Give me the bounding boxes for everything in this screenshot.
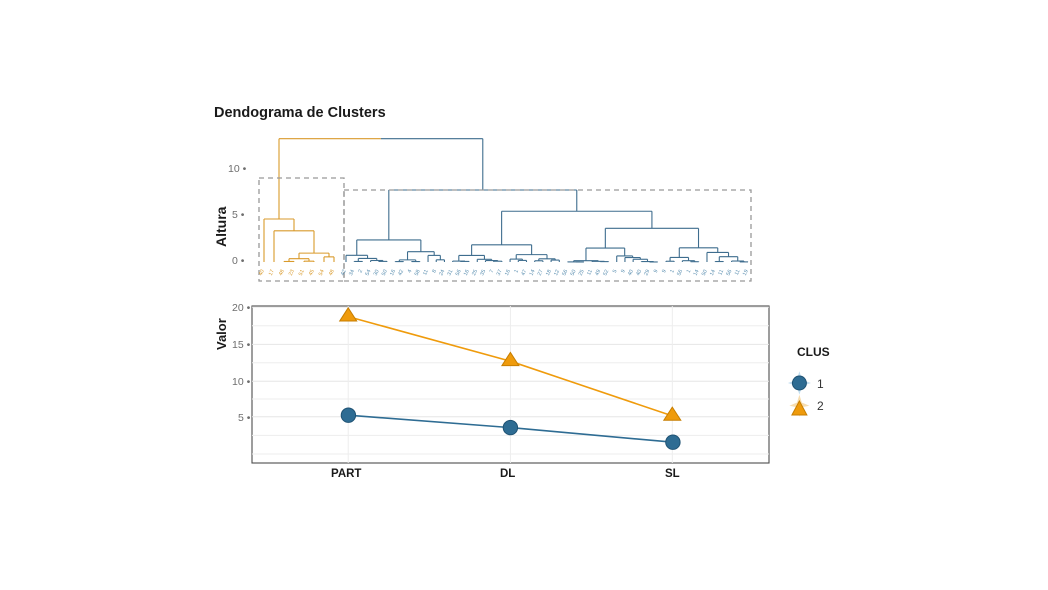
svg-text:54: 54 [364,269,372,277]
svg-text:49: 49 [594,269,602,277]
svg-text:40: 40 [258,269,266,277]
svg-text:16: 16 [504,269,512,277]
svg-text:7: 7 [489,269,496,274]
svg-text:52: 52 [602,269,610,277]
svg-text:47: 47 [520,269,528,277]
svg-text:4: 4 [407,269,414,274]
svg-text:14: 14 [693,269,701,277]
svg-text:40: 40 [627,269,635,277]
svg-text:56: 56 [676,269,684,277]
svg-text:1: 1 [686,269,693,274]
svg-text:45: 45 [308,269,316,277]
svg-text:25: 25 [471,269,479,277]
svg-text:42: 42 [397,269,405,277]
svg-text:34: 34 [348,269,356,277]
svg-text:25: 25 [578,269,586,277]
svg-text:50: 50 [381,269,389,277]
svg-text:14: 14 [529,269,537,277]
svg-text:54: 54 [318,269,326,277]
svg-text:50: 50 [570,269,578,277]
svg-text:56: 56 [725,269,733,277]
svg-text:48: 48 [278,269,286,277]
svg-text:12: 12 [553,269,561,277]
svg-text:18: 18 [545,269,553,277]
svg-text:14: 14 [709,269,717,277]
svg-text:1: 1 [669,269,676,274]
svg-text:23: 23 [288,269,296,277]
svg-text:50: 50 [701,269,709,277]
svg-text:27: 27 [537,269,545,277]
svg-text:11: 11 [734,269,742,277]
svg-text:19: 19 [742,269,750,277]
svg-text:37: 37 [496,269,504,277]
svg-text:9: 9 [653,269,660,274]
svg-text:51: 51 [298,269,306,277]
svg-text:9: 9 [661,269,668,274]
svg-text:17: 17 [268,269,276,277]
svg-text:2: 2 [358,269,365,274]
svg-text:42: 42 [340,269,348,277]
svg-text:1: 1 [513,269,520,274]
svg-text:16: 16 [389,269,397,277]
svg-text:9: 9 [620,269,627,274]
svg-text:30: 30 [373,269,381,277]
svg-text:8: 8 [431,269,438,274]
svg-text:11: 11 [586,269,594,277]
svg-text:31: 31 [447,269,455,277]
svg-text:56: 56 [455,269,463,277]
svg-text:58: 58 [414,269,422,277]
svg-text:24: 24 [438,269,446,277]
svg-text:5: 5 [612,269,619,274]
svg-text:16: 16 [463,269,471,277]
svg-text:29: 29 [643,269,651,277]
svg-text:11: 11 [422,269,430,277]
svg-text:48: 48 [328,269,336,277]
svg-text:11: 11 [717,269,725,277]
svg-text:56: 56 [561,269,569,277]
svg-text:35: 35 [479,269,487,277]
svg-text:40: 40 [635,269,643,277]
